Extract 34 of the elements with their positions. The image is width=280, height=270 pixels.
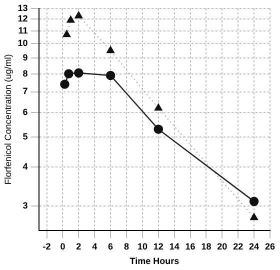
y-axis-title: Florfenicol Concentration (ug/ml) xyxy=(2,54,13,185)
point xyxy=(249,196,259,206)
point xyxy=(60,80,70,89)
x-tick-label: 8 xyxy=(124,241,130,252)
y-tick-label: 9 xyxy=(22,52,28,62)
x-tick-label: 20 xyxy=(217,241,228,252)
x-tick-label: 18 xyxy=(201,241,212,252)
x-tick-label: 22 xyxy=(233,241,244,252)
x-tick-label: 24 xyxy=(249,241,260,252)
x-tick-label: 14 xyxy=(169,241,180,252)
x-tick-label: 0 xyxy=(60,241,66,252)
x-tick-label: 16 xyxy=(185,241,196,252)
x-tick-label: 10 xyxy=(137,241,148,252)
y-tick-label: 11 xyxy=(18,25,28,36)
point xyxy=(154,124,164,134)
x-tick-label: 6 xyxy=(108,241,114,252)
x-tick-label: -2 xyxy=(42,241,51,252)
y-tick-label: 8 xyxy=(22,68,28,78)
y-tick-label: 10 xyxy=(18,38,28,48)
y-tick-label: 7 xyxy=(22,86,28,96)
x-axis-title: Time Hours xyxy=(130,256,180,266)
y-tick-label: 3 xyxy=(22,200,28,210)
x-tick-label: 12 xyxy=(153,241,164,252)
x-tick-label: 2 xyxy=(76,241,82,252)
y-tick-label: 6 xyxy=(22,107,28,117)
x-tick-label: 4 xyxy=(92,241,98,252)
x-tick-label: 26 xyxy=(264,241,276,252)
y-tick-label: 13 xyxy=(18,2,28,13)
y-tick-label: 12 xyxy=(18,14,28,24)
y-tick-label: 5 xyxy=(22,132,28,142)
point xyxy=(64,69,74,78)
point xyxy=(74,68,84,78)
y-tick-label: 4 xyxy=(22,162,28,172)
point xyxy=(106,70,116,80)
